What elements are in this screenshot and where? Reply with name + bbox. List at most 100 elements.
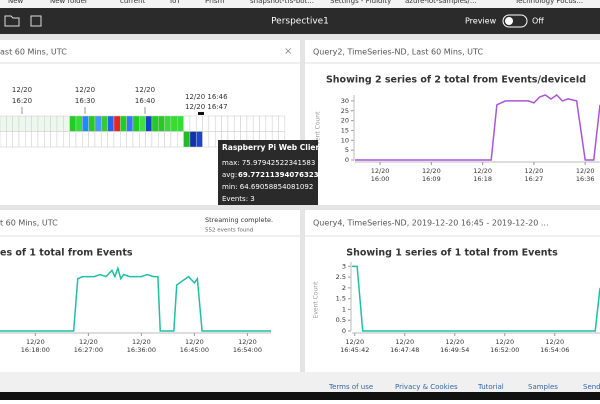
tooltip-events: Events: 3 (222, 195, 255, 203)
x-tick-label: 12/20 (395, 338, 414, 346)
y-tick-label: 1.5 (336, 295, 346, 303)
heatmap-cell (50, 115, 58, 132)
heatmap-cell (183, 131, 191, 148)
heatmap-cell (6, 131, 13, 148)
heatmap-cell (31, 115, 39, 132)
y-tick-label: 1 (342, 305, 346, 313)
series-line (352, 265, 600, 332)
heatmap-marker-label: 12/20 16:46 (185, 93, 228, 101)
heatmap-cell (259, 115, 267, 132)
footer-link[interactable]: Privacy & Cookies (395, 383, 458, 391)
heatmap-cell (37, 115, 45, 132)
toolbar (0, 8, 600, 34)
heatmap-marker (198, 112, 204, 115)
x-tick-label: 16:00 (371, 175, 390, 183)
x-tick-label: 12/20 (525, 167, 544, 175)
footer-link[interactable]: Samples (528, 383, 558, 391)
heatmap-cell (94, 115, 102, 132)
toolbar-title: Perspective1 (271, 17, 329, 27)
tooltip-min: min: 64.69058854081092 (222, 183, 313, 191)
heatmap-cell (101, 115, 108, 132)
heatmap-cell (88, 115, 96, 132)
footer-link[interactable]: Tutorial (477, 383, 504, 391)
open-icon[interactable] (4, 15, 20, 27)
series-line (355, 94, 600, 161)
x-tick-label: 16:45:42 (340, 346, 369, 354)
heatmap-tick-label: 12/20 (135, 86, 155, 94)
panel-header: ast 60 Mins, UTC (0, 48, 67, 57)
heatmap-cell (126, 115, 134, 132)
x-tick-label: 12/20 (495, 338, 514, 346)
heatmap-cell (202, 115, 210, 132)
heatmap-cell (195, 115, 203, 132)
heatmap-cell (208, 131, 216, 148)
bookmark[interactable]: Settings - Fluidity (330, 0, 391, 5)
bookmark[interactable]: snapshot-tfs-bot... (250, 0, 314, 5)
x-tick-label: 16:18:00 (21, 346, 50, 354)
footer-link[interactable]: Terms of use (328, 383, 373, 391)
x-tick-label: 12/20 (185, 338, 204, 346)
close-button[interactable]: × (284, 46, 292, 57)
heatmap-cell (44, 131, 51, 148)
heatmap-cell (189, 115, 197, 132)
heatmap-cell (25, 131, 32, 148)
heatmap-cell (0, 131, 7, 148)
heatmap-cell (252, 115, 260, 132)
heatmap-cell (82, 115, 89, 132)
heatmap-tick-label: 12/20 (12, 86, 32, 94)
preview-label: Preview (465, 17, 497, 26)
bookmark[interactable]: current (120, 0, 146, 5)
chart-title: Showing 1 series of 1 total from Events (346, 248, 558, 259)
x-tick-label: 12/20 (26, 338, 45, 346)
heatmap-cell (158, 115, 165, 132)
bookmarks-bar (0, 0, 600, 8)
tooltip-avg: 69.77211394076323 (238, 171, 319, 179)
heatmap-tick-label: 16:30 (75, 97, 95, 105)
panel (0, 210, 300, 372)
heatmap-cell (120, 115, 127, 132)
heatmap-cell (158, 131, 165, 148)
x-tick-label: 16:47:48 (390, 346, 419, 354)
bookmark[interactable]: Technology Focus... (514, 0, 583, 5)
heatmap-cell (18, 131, 26, 148)
heatmap-cell (233, 115, 241, 132)
y-tick-label: 0 (345, 156, 349, 164)
x-tick-label: 12/20 (445, 338, 464, 346)
x-tick-label: 16:09 (422, 175, 441, 183)
y-tick-label: 2 (342, 284, 346, 292)
footer-link[interactable]: Send (583, 383, 600, 391)
heatmap-cell (164, 131, 172, 148)
event-count: 552 events found (205, 228, 253, 234)
x-tick-label: 12/20 (79, 338, 98, 346)
tooltip: Raspberry Pi Web Client11 max: 75.9794252… (218, 140, 335, 205)
heatmap-cell (151, 131, 159, 148)
heatmap-cell (164, 115, 172, 132)
x-tick-label: 16:36 (576, 175, 595, 183)
x-tick-label: 12/20 (238, 338, 257, 346)
panel (305, 40, 600, 205)
bookmark[interactable]: New (8, 0, 24, 5)
bookmark[interactable]: azure-iot-samples/... (405, 0, 477, 5)
y-tick-label: 10 (341, 136, 349, 144)
x-tick-label: 16:54:06 (540, 346, 569, 354)
heatmap-cell (6, 115, 13, 132)
y-tick-label: 15 (341, 126, 349, 134)
y-tick-label: 0 (342, 327, 346, 335)
bookmark[interactable]: Prism (205, 0, 225, 5)
heatmap-cell (170, 131, 178, 148)
bookmark[interactable]: IoT (170, 0, 181, 5)
x-tick-label: 16:27:00 (74, 346, 103, 354)
heatmap-cell (195, 131, 203, 148)
panel-header: Query2, TimeSeries-ND, Last 60 Mins, UTC (313, 48, 483, 57)
tooltip-max: max: 75.97942522341583 (222, 159, 315, 167)
heatmap-cell (50, 131, 58, 148)
y-axis-label: Event Count (313, 281, 320, 319)
panel-header: t 60 Mins, UTC (0, 219, 58, 228)
heatmap-cell (183, 115, 191, 132)
heatmap-cell (170, 115, 178, 132)
x-tick-label: 12/20 (473, 167, 492, 175)
preview-toggle[interactable] (502, 14, 528, 28)
save-icon[interactable] (30, 15, 42, 27)
x-tick-label: 16:27 (525, 175, 544, 183)
bookmark[interactable]: New folder (50, 0, 88, 5)
